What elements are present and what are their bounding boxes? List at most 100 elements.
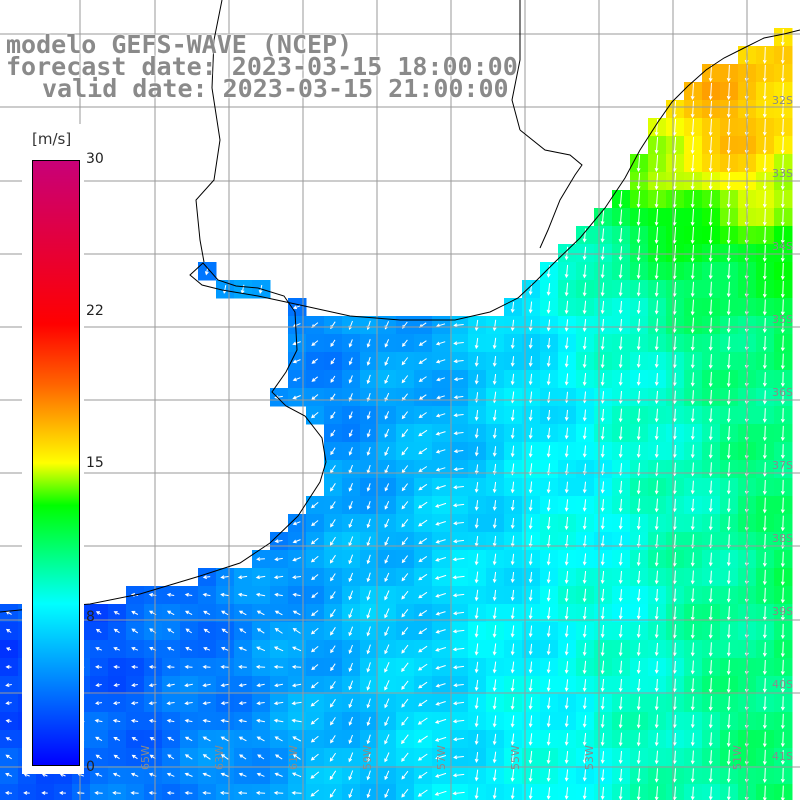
latitude-label: 41S (772, 750, 793, 763)
wind-arrow (564, 588, 569, 603)
border-path (511, 0, 521, 131)
wind-arrow (690, 696, 695, 711)
wind-arrow (672, 336, 677, 351)
wind-arrow (726, 516, 731, 531)
wind-arrow (528, 571, 533, 584)
wind-arrow (418, 483, 428, 491)
wind-arrow (474, 607, 479, 620)
wind-arrow (452, 701, 465, 706)
wind-arrow (762, 82, 767, 101)
wind-arrow (726, 226, 731, 245)
wind-arrow (726, 426, 731, 441)
wind-arrow (672, 750, 677, 765)
wind-arrow (690, 570, 695, 585)
wind-arrow (636, 607, 641, 620)
wind-arrow (582, 697, 587, 710)
wind-arrow (690, 732, 695, 747)
wind-arrow (762, 515, 767, 532)
wind-arrow (510, 337, 515, 350)
wind-arrow (582, 409, 587, 422)
wind-arrow (434, 574, 447, 580)
wind-arrow (654, 444, 659, 459)
wind-arrow (762, 785, 767, 800)
wind-arrow (492, 319, 497, 332)
wind-arrow (330, 357, 336, 365)
wind-arrow (654, 408, 659, 423)
longitude-label: 63W (213, 745, 226, 770)
wind-arrow (762, 569, 767, 586)
wind-arrow (582, 445, 587, 458)
wind-arrow (310, 717, 319, 725)
wind-arrow (418, 358, 427, 364)
wind-arrow (600, 588, 605, 603)
wind-arrow (582, 246, 587, 261)
wind-arrow (672, 678, 677, 693)
wind-arrow (672, 299, 677, 316)
wind-arrow (366, 698, 371, 709)
wind-arrow (435, 431, 446, 436)
wind-arrow (708, 696, 713, 711)
wind-arrow (452, 503, 465, 508)
wind-arrow (528, 750, 533, 765)
wind-arrow (546, 661, 551, 674)
wind-arrow (112, 701, 121, 706)
wind-arrow (492, 751, 497, 764)
wind-arrow (401, 752, 409, 762)
wind-arrow (654, 263, 659, 280)
wind-arrow (348, 608, 354, 619)
wind-arrow (546, 481, 551, 494)
wind-arrow (726, 552, 731, 567)
wind-arrow (582, 733, 587, 746)
wind-arrow (434, 718, 447, 724)
wind-arrow (654, 354, 659, 369)
wind-arrow (238, 683, 247, 688)
wind-arrow (492, 373, 497, 386)
wind-arrow (672, 516, 677, 531)
wind-arrow (167, 736, 175, 741)
wind-arrow (600, 354, 605, 369)
wind-arrow (130, 790, 139, 795)
longitude-label: 51W (731, 745, 744, 770)
wind-arrow (762, 46, 767, 65)
wind-arrow (726, 570, 731, 585)
wind-arrow (762, 262, 767, 281)
wind-arrow (401, 662, 409, 673)
wind-arrow (311, 376, 319, 382)
wind-arrow (654, 624, 659, 639)
wind-arrow (762, 551, 767, 568)
wind-arrow (202, 754, 211, 760)
wind-arrow (510, 481, 515, 494)
wind-arrow (762, 335, 767, 352)
wind-arrow (726, 100, 731, 119)
wind-arrow (418, 519, 428, 527)
wind-arrow (780, 317, 785, 334)
wind-arrow (726, 480, 731, 495)
wind-arrow (112, 772, 121, 777)
wind-arrow (166, 790, 175, 795)
wind-arrow (256, 557, 265, 562)
wind-arrow (762, 462, 767, 477)
wind-arrow (401, 573, 409, 582)
wind-arrow (672, 354, 677, 369)
forecast-date: forecast date: 2023-03-15 18:00:00 (6, 52, 518, 81)
wind-arrow (452, 593, 465, 598)
wind-arrow (726, 408, 731, 423)
wind-arrow (780, 713, 785, 730)
wind-arrow (453, 755, 464, 760)
wind-arrow (492, 661, 497, 674)
wind-arrow (492, 446, 497, 457)
longitude-label: 53W (583, 745, 596, 770)
wind-arrow (510, 751, 515, 764)
wind-arrow (708, 480, 713, 495)
wind-arrow (185, 628, 192, 634)
wind-arrow (310, 681, 319, 689)
wind-arrow (780, 208, 785, 227)
wind-arrow (348, 752, 354, 763)
wind-arrow (528, 409, 533, 422)
wind-arrow (708, 768, 713, 783)
wind-arrow (292, 592, 301, 597)
wind-arrow (600, 409, 605, 422)
wind-arrow (291, 790, 302, 795)
wind-arrow (708, 714, 713, 729)
